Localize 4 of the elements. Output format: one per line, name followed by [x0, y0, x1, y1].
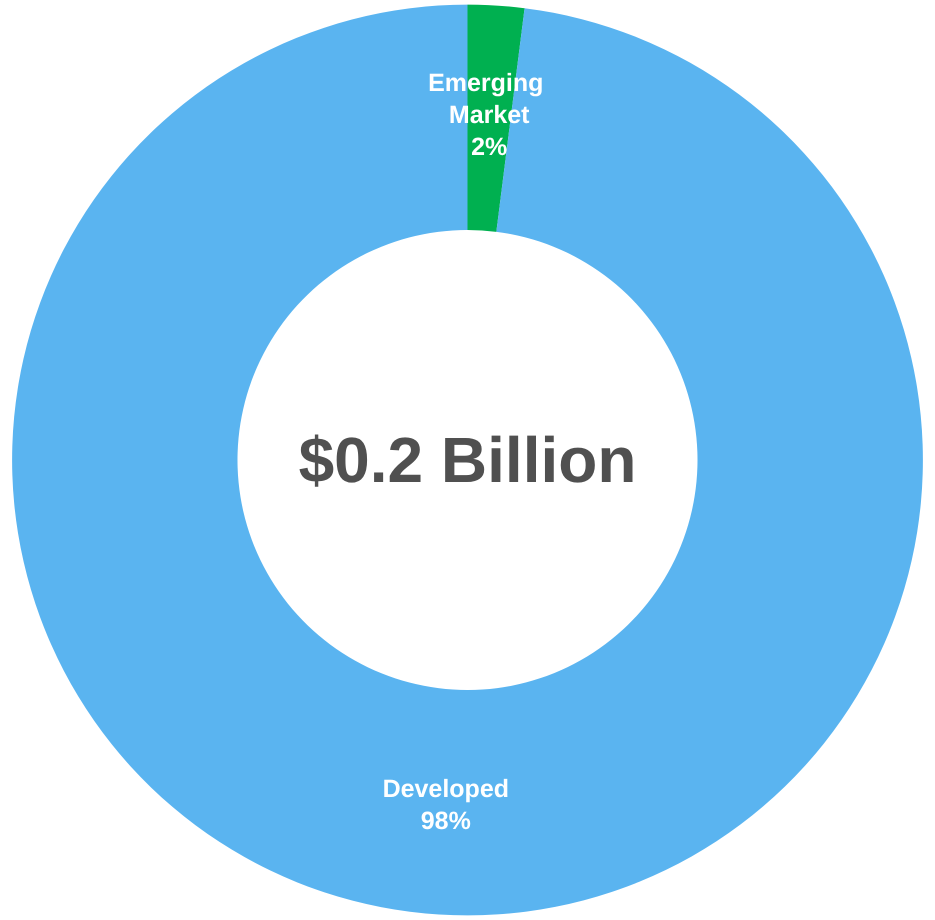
data-label: 2% — [471, 132, 508, 161]
data-label: 98% — [420, 807, 471, 836]
text: $0.2 Billion — [298, 424, 636, 496]
slice-label: Developed — [382, 775, 510, 804]
